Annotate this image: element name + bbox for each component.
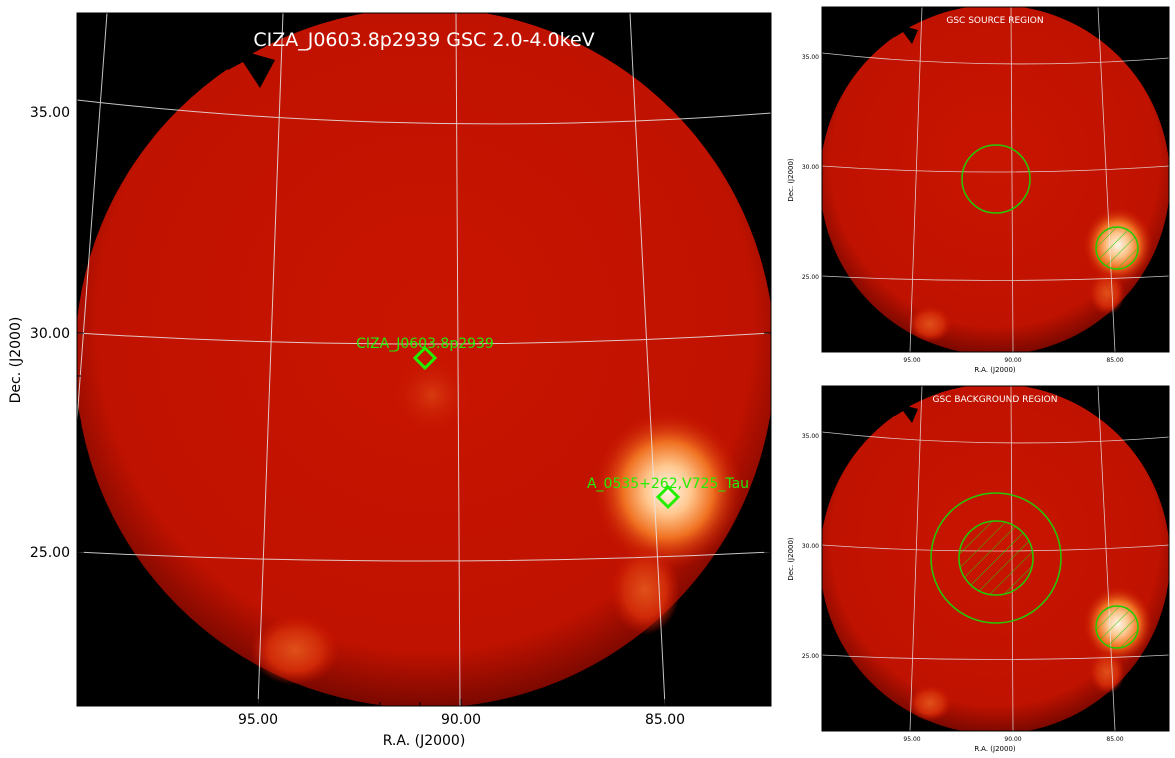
source-panel-x-tick-95: 95.00 xyxy=(903,357,920,364)
main-sky-map: CIZA_J0603.8p2939 GSC 2.0-4.0keV 35.00 3… xyxy=(8,12,772,749)
excluded-source-circle[interactable] xyxy=(1095,226,1139,270)
main-x-tick-95: 95.00 xyxy=(238,712,278,728)
main-title: CIZA_J0603.8p2939 GSC 2.0-4.0keV xyxy=(253,29,594,51)
source-panel-y-tick-35: 35.00 xyxy=(802,54,819,61)
main-y-axis-label: Dec. (J2000) xyxy=(8,317,24,404)
background-panel-bottom-glow xyxy=(908,685,952,721)
background-panel-x-tick-85: 85.00 xyxy=(1106,736,1123,743)
main-x-tick-85: 85.00 xyxy=(645,712,685,728)
source-label-a0535: A_0535+262,V725_Tau xyxy=(587,476,749,492)
background-annulus-outer[interactable] xyxy=(930,492,1062,624)
background-panel-y-tick-30: 30.00 xyxy=(802,543,819,550)
background-panel-tail xyxy=(1089,650,1125,694)
main-grid xyxy=(77,13,771,706)
main-hot-source-glow xyxy=(593,410,743,570)
source-panel-x-axis-label: R.A. (J2000) xyxy=(974,366,1016,374)
main-ticks xyxy=(77,67,771,706)
source-panel-tail xyxy=(1089,271,1125,315)
source-marker-a0535[interactable]: A_0535+262,V725_Tau xyxy=(587,476,749,510)
background-panel-notch xyxy=(880,399,918,423)
source-panel-frame xyxy=(821,6,1170,353)
diamond-marker-icon xyxy=(412,345,438,371)
main-bottom-left-source xyxy=(250,615,340,685)
background-region-panel: GSC BACKGROUND REGION 35.00 30.00 25.00 … xyxy=(787,385,1170,753)
source-panel-x-tick-85: 85.00 xyxy=(1106,357,1123,364)
source-label-ciza: CIZA_J0603.8p2939 xyxy=(356,336,494,352)
source-panel-notch xyxy=(880,20,918,44)
source-panel-y-tick-25: 25.00 xyxy=(802,274,819,281)
main-y-tick-35: 35.00 xyxy=(30,105,70,121)
source-panel-bottom-glow xyxy=(908,306,952,342)
source-panel-y-axis-label: Dec. (J2000) xyxy=(787,158,795,202)
main-plot-frame xyxy=(76,12,772,707)
main-source-tail xyxy=(610,545,680,635)
background-panel-y-tick-35: 35.00 xyxy=(802,433,819,440)
background-panel-y-axis-label: Dec. (J2000) xyxy=(787,537,795,581)
main-y-tick-30: 30.00 xyxy=(30,326,70,342)
source-region-circle[interactable] xyxy=(961,144,1031,214)
source-panel-grid xyxy=(822,7,1169,352)
background-panel-y-tick-25: 25.00 xyxy=(802,653,819,660)
source-panel-y-tick-30: 30.00 xyxy=(802,164,819,171)
background-panel-x-tick-95: 95.00 xyxy=(903,736,920,743)
main-disk-notch xyxy=(205,40,275,88)
background-panel-x-axis-label: R.A. (J2000) xyxy=(974,745,1016,753)
background-panel-frame xyxy=(821,385,1170,732)
main-cluster-glow xyxy=(392,355,472,435)
main-x-axis-label: R.A. (J2000) xyxy=(383,733,466,749)
source-region-panel: GSC SOURCE REGION 35.00 30.00 25.00 95.0… xyxy=(787,6,1170,374)
source-panel-title: GSC SOURCE REGION xyxy=(946,16,1043,26)
diamond-marker-icon xyxy=(655,484,681,510)
source-panel-disk xyxy=(822,7,1169,352)
source-panel-x-tick-90: 90.00 xyxy=(1004,357,1021,364)
background-panel-x-tick-90: 90.00 xyxy=(1004,736,1021,743)
main-x-tick-90: 90.00 xyxy=(441,712,481,728)
source-marker-ciza[interactable]: CIZA_J0603.8p2939 xyxy=(356,336,494,371)
background-panel-title: GSC BACKGROUND REGION xyxy=(933,395,1058,405)
background-annulus-inner-excluded[interactable] xyxy=(958,520,1034,596)
background-excluded-source-circle[interactable] xyxy=(1095,605,1139,649)
main-y-tick-25: 25.00 xyxy=(30,545,70,561)
